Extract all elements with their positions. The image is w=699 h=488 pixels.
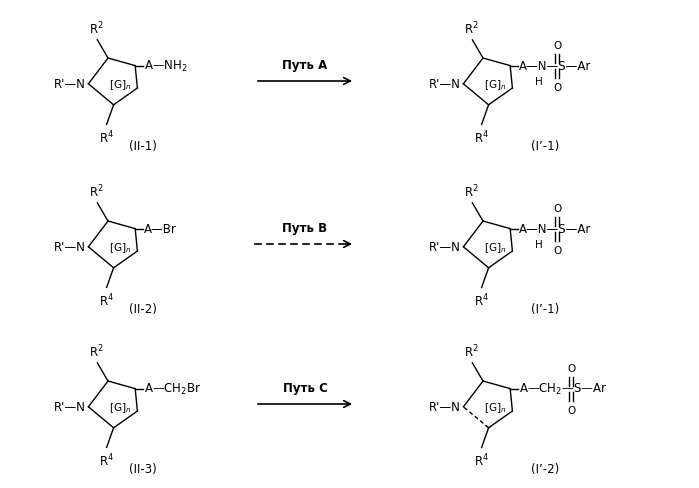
Text: A—NH$_2$: A—NH$_2$ [144,59,188,74]
Text: (I’-1): (I’-1) [531,140,559,153]
Text: R'—N: R'—N [428,241,461,254]
Text: R'—N: R'—N [54,241,85,254]
Text: O: O [553,203,561,213]
Text: R$^4$: R$^4$ [99,451,114,468]
Text: R$^4$: R$^4$ [474,292,489,308]
Text: H: H [535,239,543,249]
Text: (II-3): (II-3) [129,462,157,475]
Text: [G]$_n$: [G]$_n$ [109,78,131,92]
Text: R$^2$: R$^2$ [89,20,103,37]
Text: R$^4$: R$^4$ [99,129,114,146]
Text: O: O [567,363,575,373]
Text: Путь A: Путь A [282,59,328,72]
Text: R'—N: R'—N [54,78,85,91]
Text: A—N—S—Ar: A—N—S—Ar [519,60,591,73]
Text: R$^2$: R$^2$ [464,20,479,37]
Text: [G]$_n$: [G]$_n$ [109,401,131,414]
Text: Путь B: Путь B [282,222,328,235]
Text: R$^4$: R$^4$ [99,292,114,308]
Text: R'—N: R'—N [428,78,461,91]
Text: R$^2$: R$^2$ [89,183,103,200]
Text: (II-2): (II-2) [129,303,157,315]
Text: R$^2$: R$^2$ [464,343,479,359]
Text: R$^2$: R$^2$ [464,183,479,200]
Text: O: O [553,41,561,50]
Text: [G]$_n$: [G]$_n$ [484,241,506,255]
Text: H: H [535,77,543,86]
Text: [G]$_n$: [G]$_n$ [109,241,131,255]
Text: [G]$_n$: [G]$_n$ [484,401,506,414]
Text: O: O [567,405,575,415]
Text: (I’-1): (I’-1) [531,303,559,315]
Text: O: O [553,82,561,92]
Text: A—CH$_2$Br: A—CH$_2$Br [144,381,202,396]
Text: [G]$_n$: [G]$_n$ [484,78,506,92]
Text: A—CH$_2$—S—Ar: A—CH$_2$—S—Ar [519,381,607,396]
Text: (I’-2): (I’-2) [531,462,559,475]
Text: Путь C: Путь C [282,381,327,394]
Text: O: O [553,245,561,255]
Text: A—Br: A—Br [144,223,177,236]
Text: R$^4$: R$^4$ [474,129,489,146]
Text: R'—N: R'—N [54,401,85,413]
Text: R$^4$: R$^4$ [474,451,489,468]
Text: A—N—S—Ar: A—N—S—Ar [519,223,591,236]
Text: R'—N: R'—N [428,401,461,413]
Text: (II-1): (II-1) [129,140,157,153]
Text: R$^2$: R$^2$ [89,343,103,359]
